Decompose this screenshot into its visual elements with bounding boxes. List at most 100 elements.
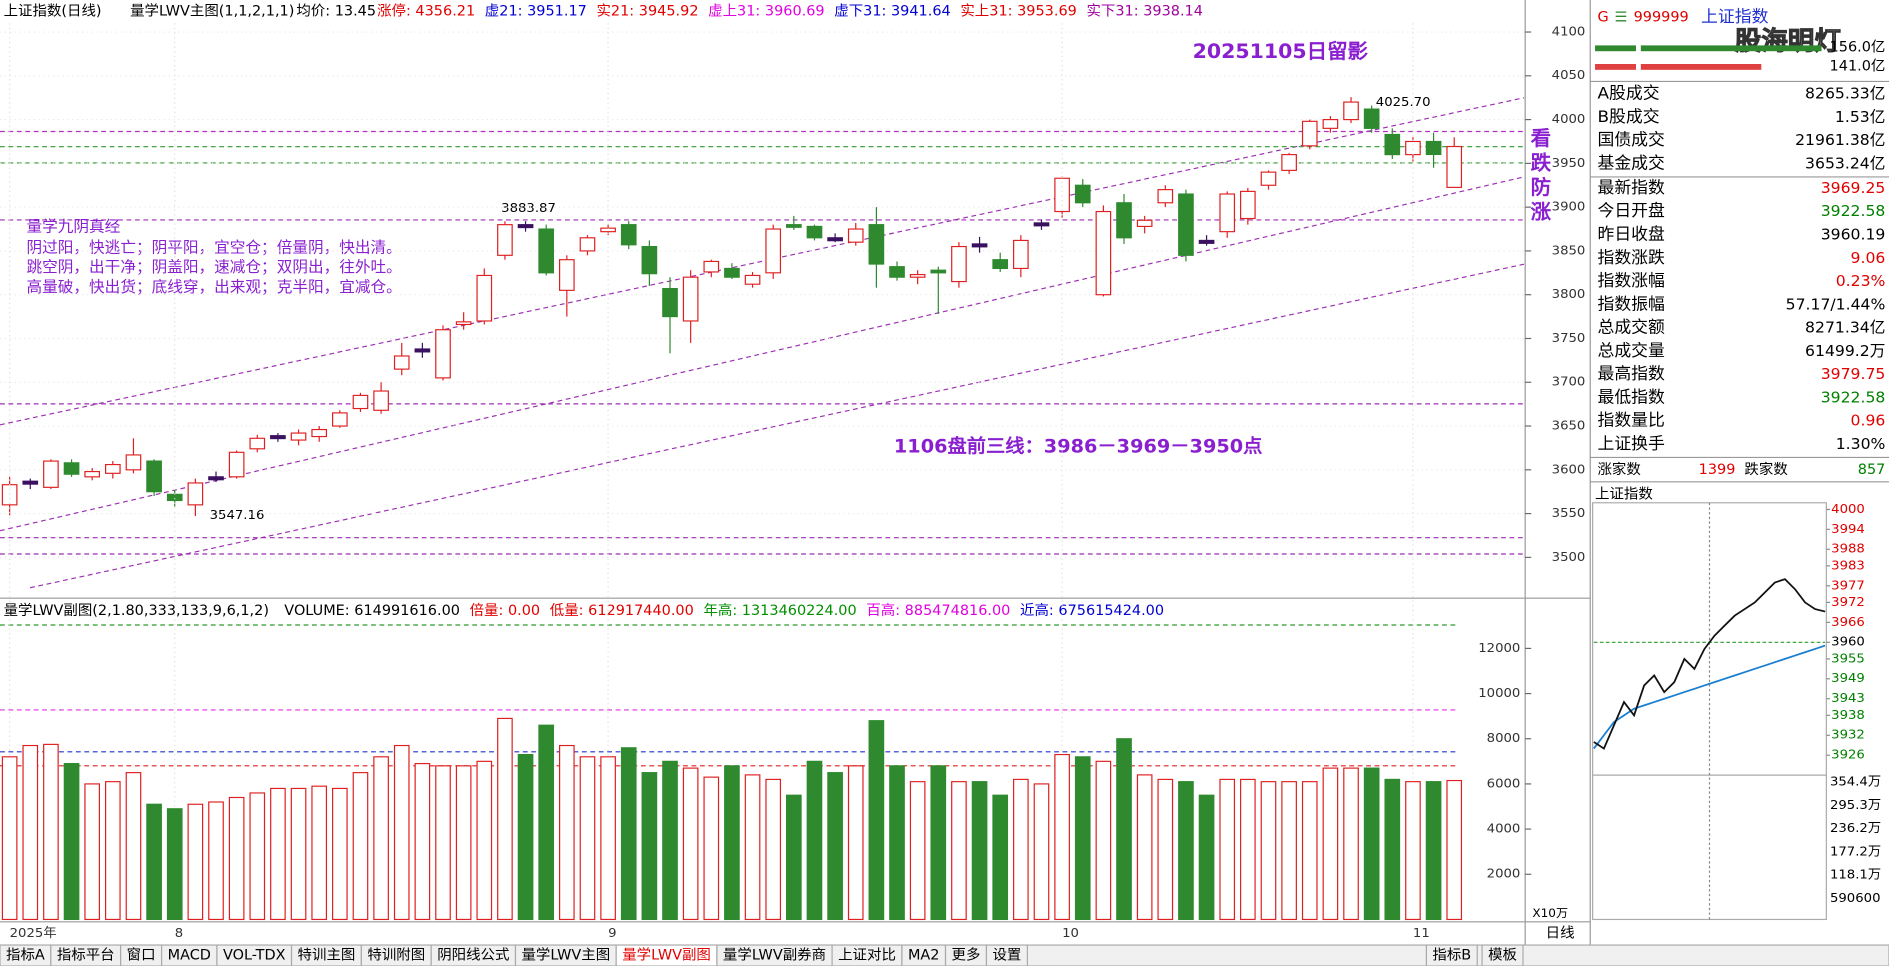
- chart-title: 上证指数(日线): [4, 3, 102, 20]
- candle-body: [682, 276, 699, 322]
- volume-bar: [1322, 767, 1339, 921]
- tab-label[interactable]: 更多: [952, 947, 981, 964]
- verse-line: 跳空阴，出干净；阴盖阳，速减仓；双阴出，往外吐。: [27, 258, 402, 276]
- vertical-note: 看: [1531, 126, 1551, 150]
- quote-label: 基金成交: [1597, 154, 1664, 173]
- quote-label: 最新指数: [1597, 178, 1665, 197]
- intraday-average: [1593, 644, 1826, 750]
- volume-bar: [414, 763, 431, 921]
- candle-body: [187, 482, 204, 506]
- tab-label[interactable]: 量学LWV副图: [622, 947, 711, 964]
- quote-value: 8265.33亿: [1805, 85, 1885, 103]
- intraday-vol-label: 354.4万: [1830, 775, 1881, 790]
- tab-label[interactable]: VOL-TDX: [223, 948, 286, 964]
- y-tick-label: 3700: [1552, 375, 1586, 390]
- volume-bar: [930, 765, 947, 921]
- panel-menu: ☰: [1614, 10, 1627, 26]
- volume-bar: [951, 781, 967, 921]
- tab[interactable]: [1481, 944, 1524, 966]
- x-tick-label: 2025年: [10, 926, 57, 941]
- vertical-note: 跌: [1531, 151, 1552, 175]
- intraday-vol-label: 177.2万: [1830, 845, 1881, 860]
- volume-bar: [1384, 778, 1401, 921]
- candle-body: [1343, 101, 1359, 121]
- volume-bar: [517, 753, 534, 921]
- tab-label[interactable]: 特训主图: [298, 947, 356, 964]
- volume-bar: [579, 756, 596, 921]
- header-value: 虚下31: 3941.64: [834, 3, 950, 20]
- candle-body: [414, 348, 431, 353]
- candle-body: [703, 260, 720, 273]
- ratio-bar: [1640, 45, 1822, 52]
- quote-label: 国债成交: [1597, 131, 1664, 150]
- candle-body: [311, 428, 328, 438]
- intraday-title: 上证指数: [1595, 486, 1653, 503]
- volume-bar: [497, 717, 513, 921]
- candle-body: [125, 454, 142, 471]
- volume-bar: [1425, 781, 1442, 921]
- down-count: 857: [1858, 462, 1886, 478]
- volume-bar: [311, 785, 328, 921]
- candle-body: [455, 321, 472, 326]
- volume-bar: [43, 743, 59, 921]
- y-tick-label: 12000: [1478, 641, 1520, 656]
- volume-bar: [166, 808, 183, 921]
- volume-bar: [765, 778, 782, 921]
- quote-label: 指数振幅: [1597, 295, 1664, 314]
- candle-body: [559, 259, 575, 291]
- intraday-vol-label: 236.2万: [1830, 821, 1881, 836]
- y-tick-label: 2000: [1487, 867, 1521, 882]
- volume-bar: [1240, 778, 1256, 921]
- tab-label[interactable]: 窗口: [127, 946, 156, 964]
- tab[interactable]: [985, 944, 1028, 966]
- y-tick-label: 4000: [1487, 822, 1521, 837]
- y-tick-label: 4050: [1552, 68, 1586, 83]
- tab-label[interactable]: 上证对比: [838, 947, 896, 964]
- volume-bar: [889, 765, 905, 921]
- tab-label[interactable]: 模板: [1488, 947, 1517, 964]
- watermark: 股海明灯: [1735, 27, 1841, 56]
- volume-bar: [393, 744, 410, 921]
- candle-body: [1095, 210, 1112, 296]
- volume-bar: [208, 801, 224, 921]
- volume-bar: [703, 776, 720, 921]
- tab-label[interactable]: MA2: [908, 948, 940, 964]
- quote-value: 9.06: [1851, 249, 1886, 267]
- volume-bar: [1116, 738, 1132, 921]
- candle-body: [889, 266, 905, 278]
- quote-label: 总成交量: [1597, 341, 1664, 360]
- tab-label[interactable]: MACD: [168, 948, 211, 964]
- volume-indicator: 量学LWV副图(2,1.80,333,133,9,6,1,2): [4, 602, 269, 619]
- quote-label: 指数涨跌: [1597, 248, 1665, 267]
- tab-label[interactable]: 指标B: [1432, 947, 1471, 964]
- volume-bar: [1013, 778, 1029, 921]
- candle-body: [1013, 239, 1029, 270]
- tab-label[interactable]: 设置: [992, 947, 1021, 964]
- candle-body: [1219, 193, 1236, 233]
- tab-label[interactable]: 量学LWV副券商: [723, 947, 826, 964]
- candle-body: [1178, 193, 1194, 256]
- volume-bar: [249, 792, 266, 921]
- tab-label[interactable]: 指标A: [6, 947, 45, 964]
- candle-body: [1054, 177, 1070, 213]
- tab-label[interactable]: 特训附图: [367, 947, 425, 964]
- quote-value: 61499.2万: [1805, 342, 1885, 360]
- candle-body: [1446, 145, 1463, 188]
- tab-label[interactable]: 阴阳线公式: [437, 947, 509, 964]
- ratio-bar: [1595, 64, 1637, 70]
- intraday-tick-label: 3960: [1831, 635, 1865, 650]
- tab-label[interactable]: 指标平台: [57, 947, 115, 964]
- volume-bar: [63, 763, 80, 921]
- header-value: 倍量: 0.00: [470, 602, 541, 619]
- tab-label[interactable]: 量学LWV主图: [521, 947, 610, 964]
- volume-bar: [146, 803, 162, 921]
- candle-body: [352, 394, 369, 410]
- tab[interactable]: [1425, 944, 1478, 966]
- header-value: 近高: 675615424.00: [1020, 602, 1164, 619]
- y-tick-label: 3550: [1552, 506, 1586, 521]
- candle-body: [146, 460, 162, 493]
- candle-body: [1, 484, 18, 506]
- channel-upper: [0, 97, 1525, 426]
- volume-bar: [1095, 760, 1112, 921]
- volume-bar: [1301, 781, 1318, 921]
